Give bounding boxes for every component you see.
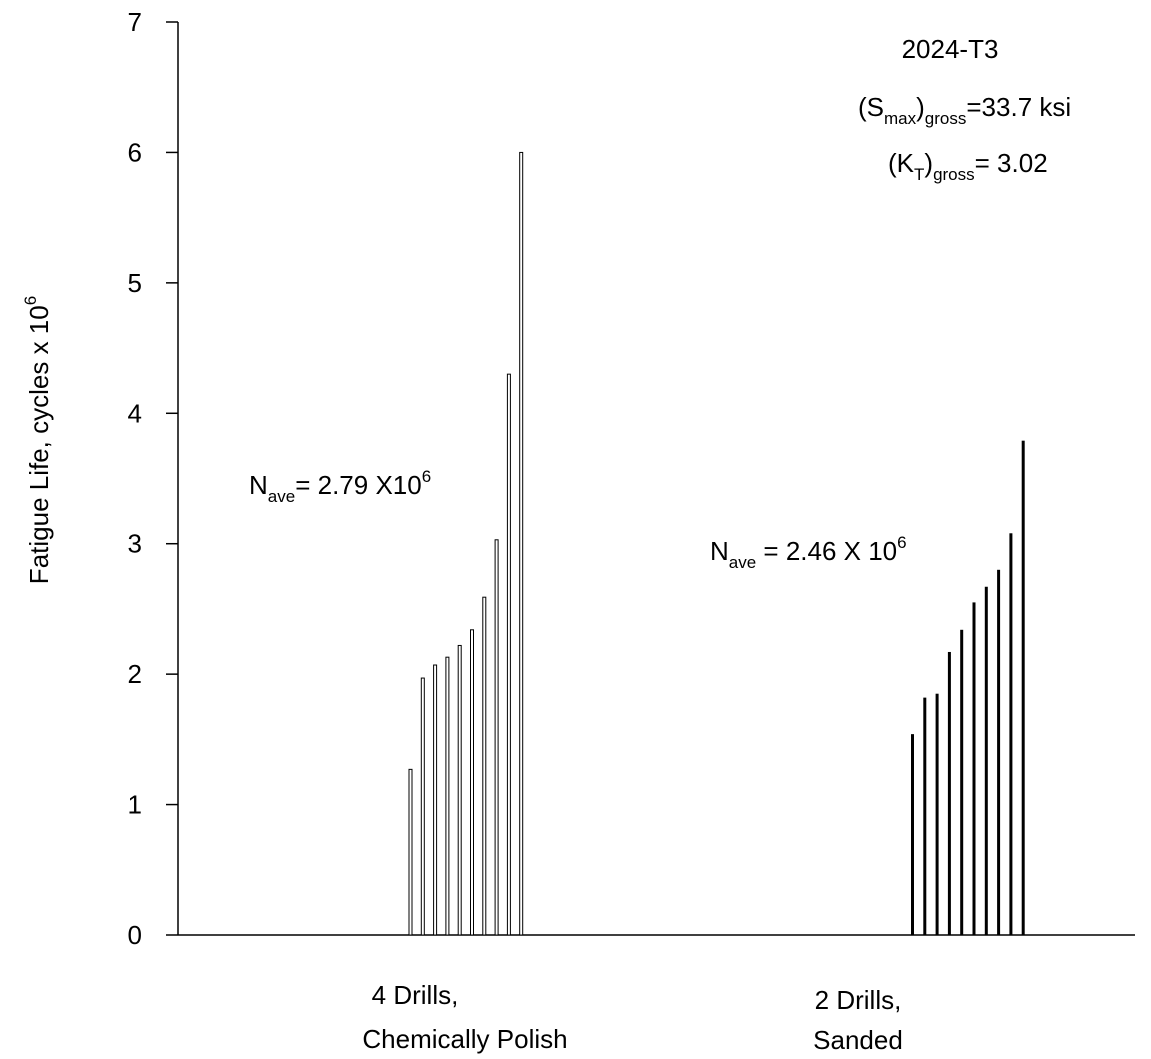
- material-annotation: 2024-T3: [902, 34, 999, 64]
- bar-group2-9: [1009, 533, 1013, 935]
- bar-group2-8: [997, 569, 1001, 935]
- bar-group2-2: [923, 697, 927, 935]
- bar-group1-9: [506, 373, 511, 936]
- bar-group1-5: [457, 644, 462, 936]
- kt-annotation: (KT)gross= 3.02: [888, 148, 1048, 184]
- category-label-2-line1: 2 Drills,: [815, 985, 902, 1015]
- bar-group2-10: [1021, 440, 1025, 935]
- y-tick-label-1: 1: [128, 790, 142, 820]
- bar-group2-6: [972, 602, 976, 935]
- y-tick-label-5: 5: [128, 268, 142, 298]
- bar-group2-5: [960, 629, 964, 935]
- smax-annotation: (Smax)gross=33.7 ksi: [858, 92, 1071, 128]
- y-axis-label-exponent: 6: [21, 296, 40, 305]
- y-axis-label: Fatigue Life, cycles x 106: [21, 296, 54, 584]
- bar-group2-4: [947, 651, 951, 935]
- bar-group1-2: [420, 677, 425, 936]
- y-tick-label-2: 2: [128, 659, 142, 689]
- category-label-2-line2: Sanded: [813, 1025, 903, 1055]
- bar-group2-1: [911, 734, 914, 935]
- nave-annotation-group1: Nave= 2.79 X106: [249, 467, 431, 506]
- y-tick-label-7: 7: [128, 7, 142, 37]
- y-tick-label-0: 0: [128, 920, 142, 950]
- bars: [408, 151, 1025, 936]
- category-label-1-line1: 4 Drills,: [372, 980, 459, 1010]
- nave-annotation-group2: Nave = 2.46 X 106: [710, 533, 907, 572]
- bar-group1-4: [445, 656, 450, 936]
- y-tick-label-3: 3: [128, 529, 142, 559]
- category-label-1-line2: Chemically Polish: [362, 1024, 567, 1054]
- bar-group1-6: [470, 629, 474, 936]
- bar-group2-3: [935, 693, 939, 935]
- y-tick-label-4: 4: [128, 398, 142, 428]
- bar-group1-7: [482, 596, 487, 936]
- bar-group1-8: [494, 539, 499, 936]
- y-ticks: 0 1 2 3 4 5 6 7: [128, 7, 178, 950]
- y-tick-label-6: 6: [128, 137, 142, 167]
- bar-group1-3: [433, 664, 438, 936]
- bar-group2-7: [984, 586, 988, 935]
- bar-group1-10: [519, 151, 524, 936]
- bar-group1-1: [408, 768, 413, 936]
